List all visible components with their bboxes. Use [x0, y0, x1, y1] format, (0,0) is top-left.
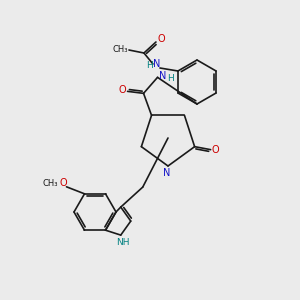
Text: O: O: [157, 34, 165, 44]
Text: O: O: [212, 145, 219, 155]
Text: N: N: [163, 168, 171, 178]
Text: H: H: [167, 74, 174, 83]
Text: NH: NH: [116, 238, 130, 247]
Text: O: O: [119, 85, 126, 95]
Text: N: N: [153, 59, 161, 69]
Text: CH₃: CH₃: [43, 179, 58, 188]
Text: N: N: [159, 71, 166, 81]
Text: CH₃: CH₃: [112, 44, 128, 53]
Text: O: O: [60, 178, 67, 188]
Text: H: H: [147, 61, 153, 70]
